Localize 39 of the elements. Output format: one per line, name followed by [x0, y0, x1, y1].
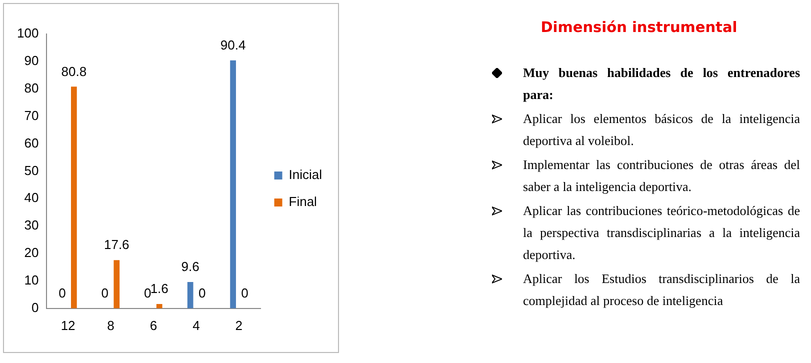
y-tick-label: 60: [24, 135, 39, 150]
legend-label: Inicial: [288, 167, 322, 182]
x-tick-label: 4: [192, 318, 200, 333]
y-tick-label: 50: [24, 162, 39, 178]
data-label: 0: [58, 285, 66, 300]
x-tick-label: 12: [60, 318, 76, 333]
text: Aplicar los elementos básicos de la inteligencia deportiva al voleibol.: [522, 110, 800, 150]
data-label: 0: [144, 285, 152, 300]
y-tick-label: 20: [24, 245, 39, 260]
x-tick-label: 6: [150, 318, 158, 333]
data-label: 9.6: [181, 259, 200, 274]
bar: [114, 260, 120, 308]
y-tick-label: 10: [24, 272, 39, 288]
y-tick-label: 0: [31, 300, 39, 315]
bar: [70, 86, 77, 308]
x-tick-label: 2: [235, 318, 243, 333]
x-tick-label: 8: [107, 318, 114, 333]
text: Muy buenas habilidades de los entrenadores para:: [522, 64, 800, 104]
y-tick-label: 80: [24, 80, 39, 96]
bar: [230, 60, 236, 308]
data-label: 0: [198, 285, 206, 300]
legend-label: Final: [288, 194, 318, 210]
text: Aplicar las contribuciones teórico-metodológicas de la perspectiva transdisciplinarias a la inteligencia deportiva.: [522, 202, 800, 264]
bar: [156, 304, 162, 308]
y-tick-label: 100: [16, 26, 39, 41]
y-tick-label: 40: [24, 190, 39, 206]
data-label: 0: [101, 285, 109, 300]
y-tick-label: 90: [24, 53, 39, 68]
data-label: 1.6: [150, 281, 168, 296]
data-label: 80.8: [61, 64, 87, 79]
y-tick-label: 70: [24, 108, 39, 123]
text: Dimensión instrumental: [540, 20, 738, 36]
data-label: 0: [241, 285, 248, 300]
data-label: 17.6: [104, 237, 130, 252]
y-tick-label: 30: [24, 218, 39, 233]
data-label: 90.4: [220, 37, 246, 52]
text: Aplicar los Estudios transdisciplinarios de la complejidad al proceso de inteligencia: [522, 270, 800, 310]
bar: [187, 282, 194, 308]
text: Implementar las contribuciones de otras áreas del saber a la inteligencia deportiva.: [522, 156, 800, 196]
